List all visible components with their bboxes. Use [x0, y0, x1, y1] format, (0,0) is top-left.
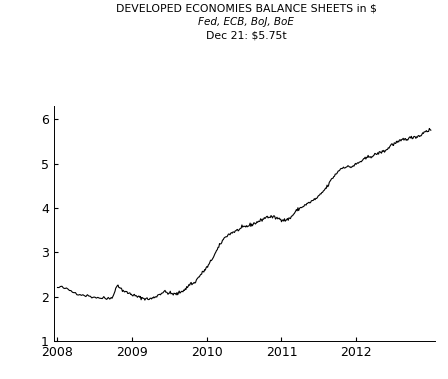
Text: DEVELOPED ECONOMIES BALANCE SHEETS in $: DEVELOPED ECONOMIES BALANCE SHEETS in $: [116, 4, 377, 14]
Text: Fed, ECB, BoJ, BoE: Fed, ECB, BoJ, BoE: [198, 17, 294, 27]
Text: Dec 21: $5.75t: Dec 21: $5.75t: [206, 30, 287, 40]
